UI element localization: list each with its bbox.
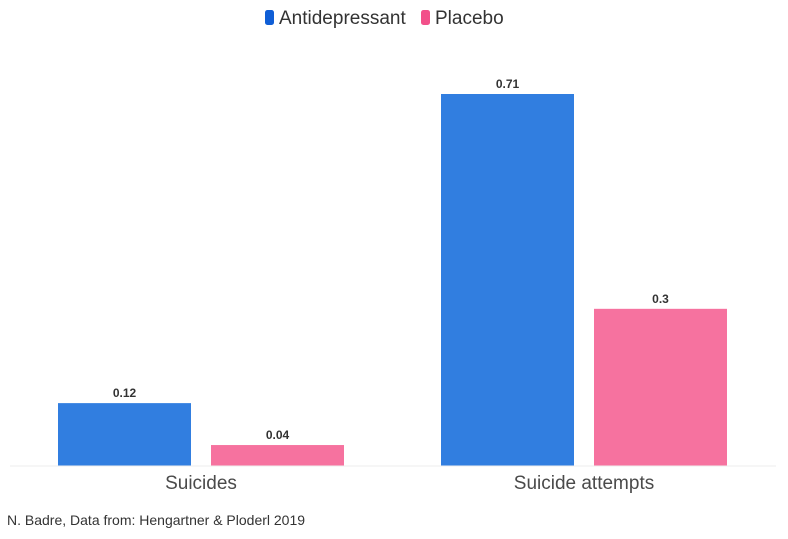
x-tick-label-suicide-attempts: Suicide attempts xyxy=(514,473,654,494)
bar-antidepressant-suicide-attempts xyxy=(441,94,574,466)
plot-area: 0.12 0.04 0.71 0.3 xyxy=(58,77,727,466)
legend-label-antidepressant: Antidepressant xyxy=(279,8,406,29)
legend-label-placebo: Placebo xyxy=(435,8,504,29)
data-label-placebo-suicide-attempts: 0.3 xyxy=(652,292,669,306)
data-label-antidepressant-suicide-attempts: 0.71 xyxy=(496,77,520,91)
bar-placebo-suicide-attempts xyxy=(594,308,727,466)
legend-swatch-placebo xyxy=(421,10,430,25)
bar-antidepressant-suicides xyxy=(58,403,191,466)
legend: Antidepressant Placebo xyxy=(265,8,504,29)
legend-swatch-antidepressant xyxy=(265,10,274,25)
source-credit: N. Badre, Data from: Hengartner & Ploder… xyxy=(7,512,305,528)
data-label-antidepressant-suicides: 0.12 xyxy=(113,386,137,400)
data-label-placebo-suicides: 0.04 xyxy=(266,428,290,442)
bar-placebo-suicides xyxy=(211,445,344,466)
x-tick-label-suicides: Suicides xyxy=(165,473,237,494)
